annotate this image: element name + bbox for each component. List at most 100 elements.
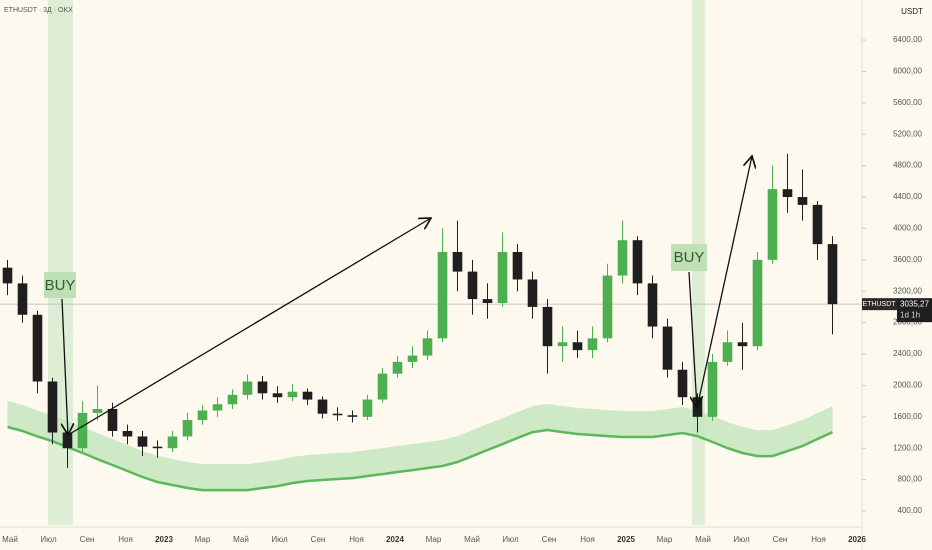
- candle-body: [122, 430, 133, 437]
- candle-body: [752, 259, 763, 347]
- candle-body: [317, 399, 328, 414]
- candle-body: [782, 189, 793, 198]
- x-tick-label: Ноя: [349, 535, 364, 544]
- chart-title: ETHUSDT · 3Д · OKX: [4, 7, 73, 14]
- x-tick-label: Июл: [271, 535, 288, 544]
- arrow: [67, 218, 431, 436]
- x-tick-label: Ноя: [811, 535, 826, 544]
- candle-body: [347, 415, 358, 417]
- candle-body: [227, 394, 238, 405]
- candle-body: [497, 251, 508, 304]
- y-tick-label: 2400,00: [893, 349, 922, 358]
- x-tick-label: Ноя: [118, 535, 133, 544]
- y-tick-label: 1600,00: [893, 412, 922, 421]
- x-tick-label: Июл: [502, 535, 519, 544]
- x-tick-label: Май: [2, 535, 18, 544]
- candle-body: [602, 275, 613, 339]
- candle-body: [632, 240, 643, 284]
- candle-body: [62, 432, 73, 449]
- x-tick-label: Май: [464, 535, 480, 544]
- candle-body: [167, 436, 178, 449]
- candle-body: [242, 381, 253, 395]
- indicator-band: [7, 401, 833, 491]
- plot-area: [0, 153, 862, 492]
- x-tick-label: Мар: [195, 535, 211, 544]
- x-tick-label: 2026: [848, 535, 866, 544]
- candle-body: [542, 306, 553, 347]
- candle-body: [77, 412, 88, 449]
- buy-label: BUY: [45, 277, 76, 294]
- candle-body: [437, 251, 448, 339]
- y-tick-label: 5200,00: [893, 129, 922, 138]
- candle-body: [152, 446, 163, 449]
- x-tick-label: Май: [233, 535, 249, 544]
- x-tick-label: 2024: [386, 535, 404, 544]
- candle-body: [617, 240, 628, 276]
- y-tick-label: 6400,00: [893, 35, 922, 44]
- candle-body: [797, 197, 808, 205]
- y-tick-label: 4000,00: [893, 224, 922, 233]
- candle-body: [197, 410, 208, 420]
- x-tick-label: Мар: [657, 535, 673, 544]
- candle-body: [332, 413, 343, 416]
- candle-body: [572, 342, 583, 351]
- x-tick-label: Май: [695, 535, 711, 544]
- x-tick-label: Июл: [40, 535, 57, 544]
- x-tick-label: Июл: [733, 535, 750, 544]
- x-tick-label: 2023: [155, 535, 173, 544]
- buy-label-box: [44, 272, 76, 298]
- y-tick-label: 400,00: [898, 506, 923, 515]
- candle-body: [527, 279, 538, 307]
- y-tick-label: 3200,00: [893, 286, 922, 295]
- candle-body: [287, 391, 298, 398]
- candle-body: [212, 404, 223, 411]
- candle-body: [647, 283, 658, 327]
- y-tick-label: 1200,00: [893, 443, 922, 452]
- candle-body: [302, 391, 313, 400]
- candle-body: [17, 283, 28, 315]
- candle-body: [32, 314, 43, 382]
- symbol-label: ETHUSDT: [862, 301, 896, 308]
- candle-body: [467, 271, 478, 300]
- y-tick-label: 2000,00: [893, 381, 922, 390]
- last-price-label: 3035,27: [900, 299, 929, 308]
- x-tick-label: Сен: [311, 535, 326, 544]
- candle-body: [557, 342, 568, 347]
- candle-body: [257, 381, 268, 394]
- candle-body: [362, 399, 373, 417]
- candle-body: [677, 369, 688, 398]
- candle-body: [812, 204, 823, 245]
- candle-body: [452, 251, 463, 272]
- y-tick-label: 5600,00: [893, 98, 922, 107]
- candle-body: [407, 355, 418, 362]
- y-tick-label: 3600,00: [893, 255, 922, 264]
- x-tick-label: 2025: [617, 535, 635, 544]
- candle-body: [2, 267, 13, 284]
- candle-body: [377, 373, 388, 400]
- candle-body: [707, 361, 718, 417]
- y-tick-label: 800,00: [898, 475, 923, 484]
- buy-label: BUY: [674, 249, 705, 266]
- symbol-tag: [862, 298, 897, 311]
- candle-body: [722, 342, 733, 362]
- candle-body: [92, 408, 103, 413]
- countdown-label: 1d 1h: [900, 310, 920, 319]
- y-tick-label: 4400,00: [893, 192, 922, 201]
- arrow: [62, 298, 68, 435]
- indicator-line: [7, 425, 834, 492]
- candle-body: [662, 326, 673, 370]
- candle-body: [107, 408, 118, 431]
- candle-body: [737, 342, 748, 347]
- y-tick-label: 4800,00: [893, 161, 922, 170]
- y-tick-label: 6000,00: [893, 67, 922, 76]
- last-price-tag: [897, 298, 932, 323]
- candle-body: [767, 189, 778, 260]
- candle-body: [137, 436, 148, 447]
- y-tick-label: 2800,00: [893, 318, 922, 327]
- candle-body: [47, 381, 58, 433]
- x-tick-label: Сен: [542, 535, 557, 544]
- candle-body: [827, 244, 838, 305]
- buy-label-box: [671, 244, 707, 271]
- arrow: [688, 271, 697, 408]
